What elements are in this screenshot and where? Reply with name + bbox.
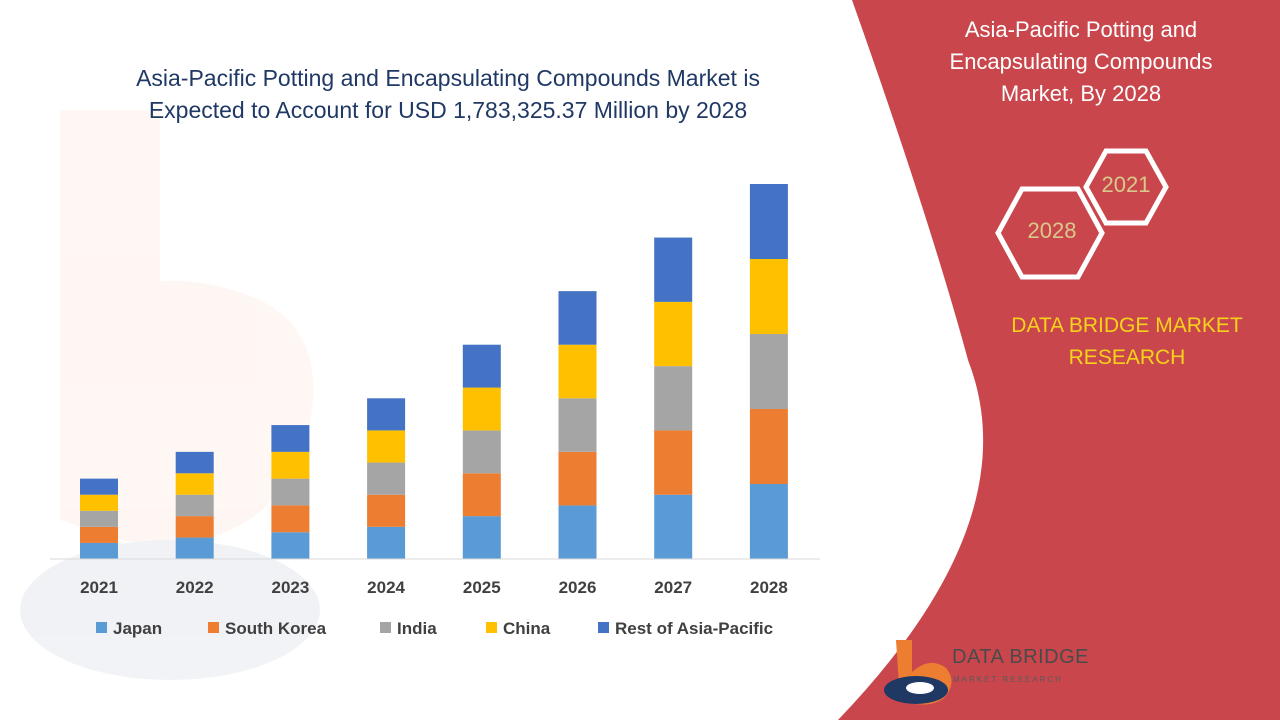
bar-2023-china (271, 451, 310, 479)
bar-2026-india (558, 398, 597, 452)
legend-swatch-japan (96, 622, 107, 633)
side-panel-title: Asia-Pacific Potting and Encapsulating C… (930, 14, 1232, 110)
bar-2028-india (749, 334, 788, 409)
bar-2025-rest-of-asia-pacific (462, 344, 501, 388)
bar-2021-rest-of-asia-pacific (80, 478, 118, 495)
bar-2026-south-korea (558, 451, 597, 506)
bar-2022-south-korea (175, 516, 214, 538)
bar-2025-china (462, 387, 501, 431)
bar-2023-india (271, 478, 310, 506)
side-panel (838, 0, 1280, 720)
chart-title-line-2: Expected to Account for USD 1,783,325.37… (148, 97, 748, 123)
side-title-line-1: Asia-Pacific Potting and (964, 17, 1198, 42)
hex-year-2021: 2021 (1101, 172, 1151, 197)
x-tick-2022: 2022 (176, 578, 214, 597)
bar-2022-china (175, 473, 214, 495)
x-tick-2027: 2027 (654, 578, 692, 597)
bar-2023-south-korea (271, 505, 310, 533)
hex-year-2028: 2028 (1027, 218, 1077, 243)
side-title-line-3: Market, By 2028 (1000, 81, 1162, 106)
bar-2027-china (654, 301, 693, 367)
hex-outline-2028 (995, 186, 1105, 280)
watermark-logo (20, 110, 320, 680)
legend-swatch-china (486, 622, 497, 633)
bar-2021-india (80, 510, 118, 527)
legend-label-japan: Japan (113, 619, 162, 638)
x-tick-2025: 2025 (463, 578, 501, 597)
chart-title-line-1: Asia-Pacific Potting and Encapsulating C… (136, 65, 760, 91)
data-bridge-logo-icon (884, 640, 952, 705)
bar-2026-china (558, 344, 597, 399)
bar-2021-china (80, 494, 118, 511)
legend-label-south-korea: South Korea (225, 619, 327, 638)
legend-label-china: China (503, 619, 551, 638)
bar-2027-rest-of-asia-pacific (654, 237, 693, 302)
x-tick-labels: 2021 2022 2023 2024 2025 2026 2027 2028 (80, 578, 788, 597)
bars-group (80, 184, 788, 559)
legend: Japan South Korea India China Rest of Asia-P… (96, 619, 773, 638)
bar-2023-rest-of-asia-pacific (271, 425, 310, 452)
chart-title: Asia-Pacific Potting and Encapsulating C… (60, 62, 836, 126)
bar-2023-japan (271, 532, 310, 559)
legend-label-india: India (397, 619, 437, 638)
brand-line-2: RESEARCH (1068, 346, 1186, 369)
bar-2025-south-korea (462, 473, 501, 517)
x-tick-2021: 2021 (80, 578, 118, 597)
bar-2028-south-korea (749, 409, 788, 484)
bar-2022-rest-of-asia-pacific (175, 451, 214, 474)
x-tick-2023: 2023 (271, 578, 309, 597)
bar-2028-rest-of-asia-pacific (749, 184, 788, 259)
bar-2027-india (654, 366, 693, 431)
bar-2021-south-korea (80, 526, 118, 543)
bar-2028-china (749, 259, 788, 334)
bar-2028-japan (749, 484, 788, 559)
bar-2025-india (462, 430, 501, 474)
logo-tagline: MARKET RESEARCH (953, 675, 1063, 684)
bar-2021-japan (80, 542, 118, 559)
bar-2026-rest-of-asia-pacific (558, 291, 597, 345)
legend-swatch-india (380, 622, 391, 633)
bar-2024-china (367, 430, 406, 463)
hex-outline-2021 (1083, 148, 1169, 226)
x-tick-2024: 2024 (367, 578, 405, 597)
bar-2022-india (175, 494, 214, 517)
bar-2024-south-korea (367, 494, 406, 527)
side-title-line-2: Encapsulating Compounds (949, 49, 1213, 74)
x-tick-2028: 2028 (750, 578, 788, 597)
legend-swatch-south-korea (208, 622, 219, 633)
bar-2026-japan (558, 505, 597, 559)
bar-2027-south-korea (654, 430, 693, 495)
bar-2022-japan (175, 537, 214, 559)
brand-line-1: DATA BRIDGE MARKET (1011, 314, 1243, 337)
bar-2024-rest-of-asia-pacific (367, 398, 406, 431)
legend-swatch-rest-of-asia-pacific (598, 622, 609, 633)
legend-label-rest-of-asia-pacific: Rest of Asia-Pacific (615, 619, 773, 638)
bar-2025-japan (462, 516, 501, 559)
bar-2024-japan (367, 526, 406, 559)
brand-text: DATA BRIDGE MARKET RESEARCH (982, 310, 1272, 374)
x-tick-2026: 2026 (559, 578, 597, 597)
bar-2024-india (367, 462, 406, 495)
bar-2027-japan (654, 494, 693, 559)
logo-name: DATA BRIDGE (952, 646, 1090, 668)
